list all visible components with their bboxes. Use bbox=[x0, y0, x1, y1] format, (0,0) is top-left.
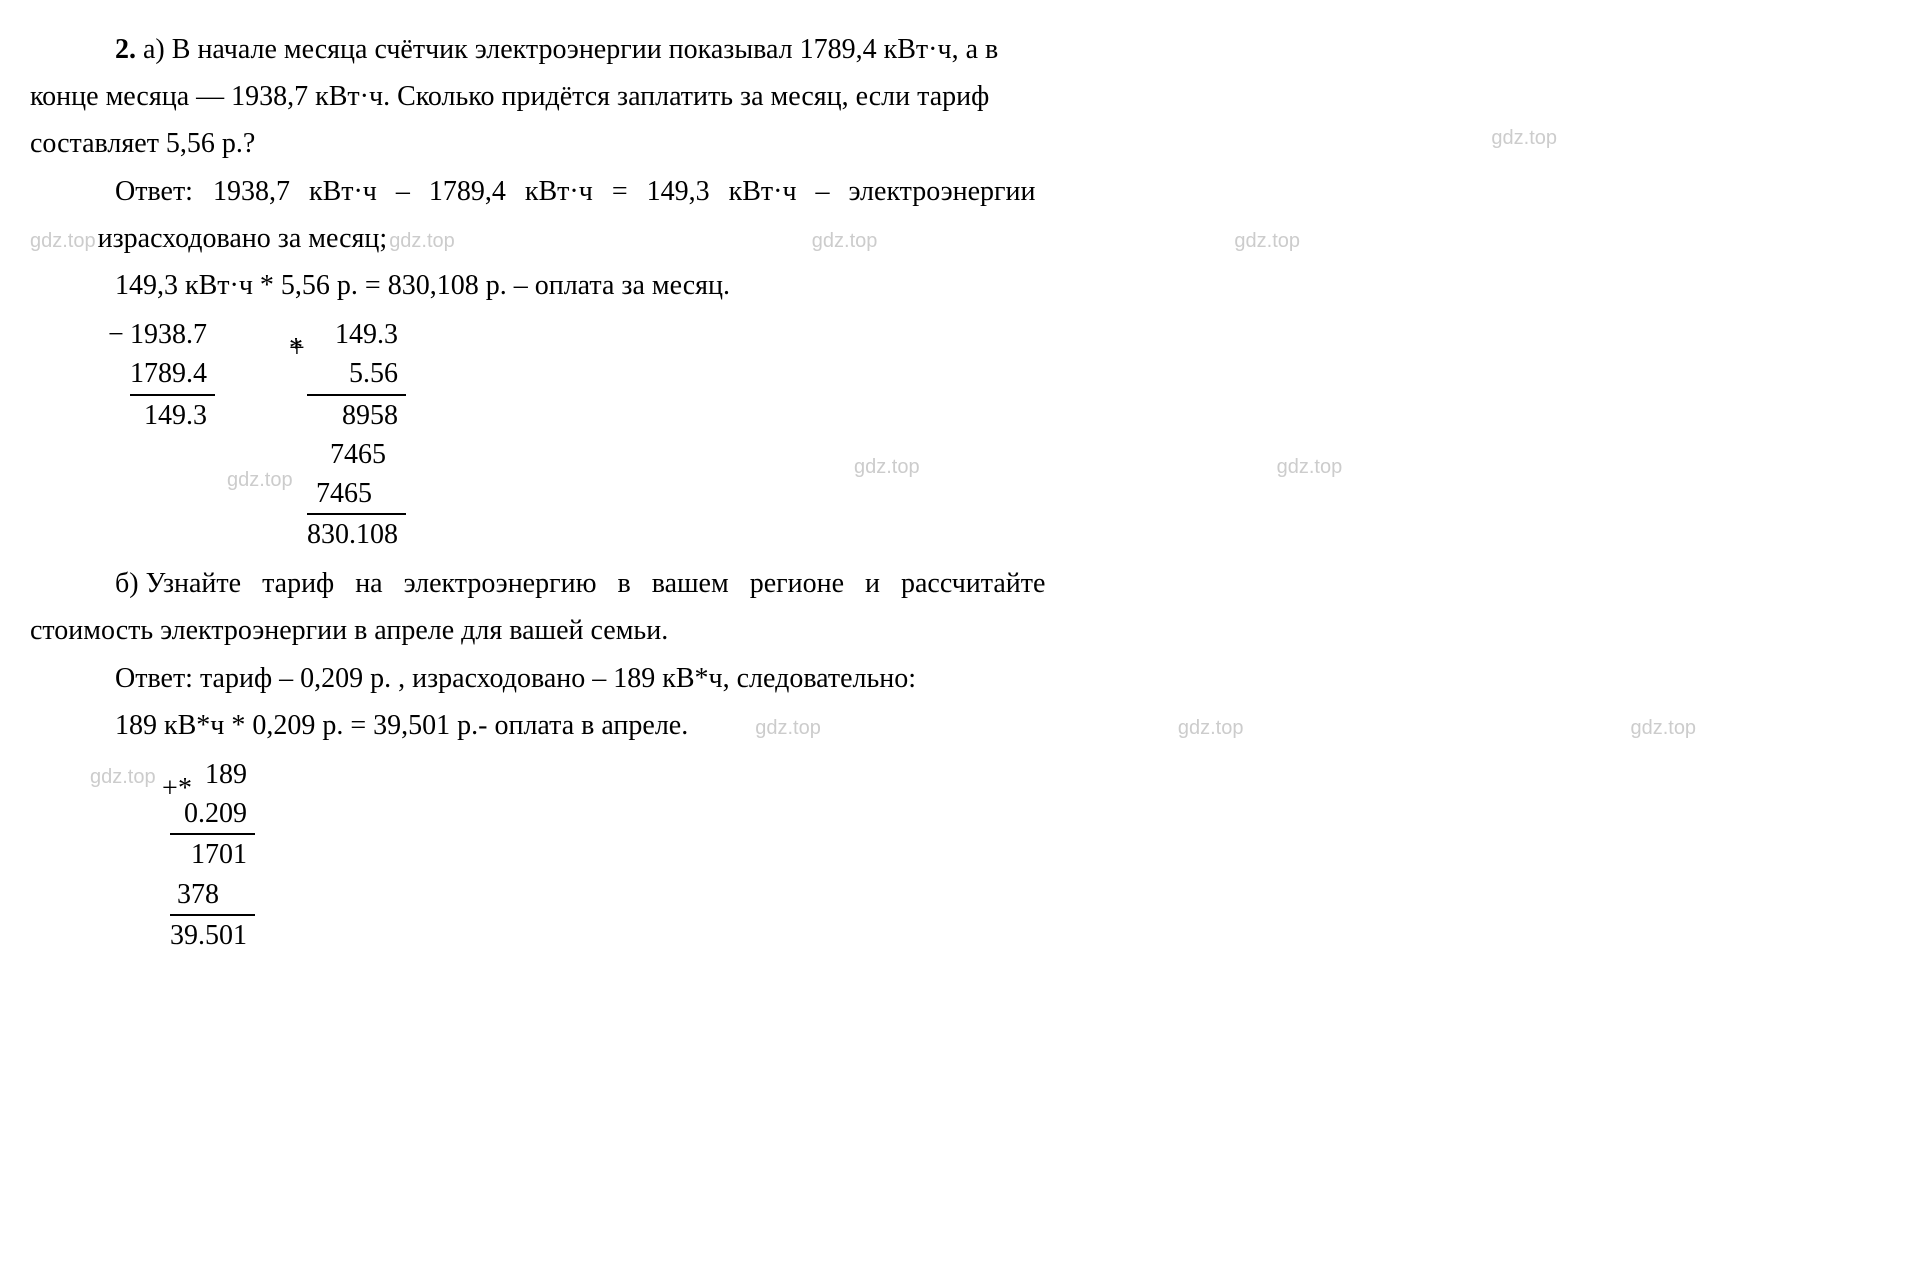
watermark: gdz.top bbox=[1277, 456, 1343, 478]
watermark: gdz.top bbox=[1491, 124, 1557, 152]
problem-text-line1: 2. а) В начале месяца счётчик электроэне… bbox=[30, 30, 1857, 69]
problem-number: 2. bbox=[115, 34, 136, 65]
calc-m2-line2: 0.209 bbox=[184, 794, 247, 833]
watermark: gdz.top bbox=[30, 230, 96, 252]
calc-m2-line4: 378 bbox=[177, 875, 219, 914]
watermark: gdz.top bbox=[812, 230, 878, 252]
watermark: gdz.top bbox=[1630, 717, 1696, 739]
mult-sign: * bbox=[178, 769, 192, 808]
calc-m1-line5: 7465 bbox=[316, 474, 372, 513]
calc-m2-result: 39.501 bbox=[170, 916, 247, 955]
answer-b-line1: Ответ: тариф – 0,209 р. , израсходовано … bbox=[30, 659, 1857, 698]
calc-m1-line2: 5.56 bbox=[349, 354, 398, 393]
watermark: gdz.top bbox=[755, 717, 821, 739]
answer-a-line1: Ответ: 1938,7 кВт·ч – 1789,4 кВт·ч = 149… bbox=[30, 172, 1857, 211]
watermark: gdz.top bbox=[1234, 230, 1300, 252]
minus-sign: − bbox=[108, 315, 124, 354]
plus-sign: + bbox=[162, 769, 178, 808]
calc-m1-line3: 8958 bbox=[342, 396, 398, 435]
calc-m1-result: 830.108 bbox=[307, 515, 398, 554]
calc-m1-line4: 7465 bbox=[330, 435, 386, 474]
watermark: gdz.top bbox=[1178, 717, 1244, 739]
watermark: gdz.top bbox=[389, 230, 455, 252]
part-b-label: б) bbox=[115, 568, 139, 599]
calc-m2-line1: 189 bbox=[205, 755, 247, 794]
problem-text-line2: конце месяца — 1938,7 кВт·ч. Сколько при… bbox=[30, 77, 1857, 116]
answer-a-text: 1938,7 кВт·ч – 1789,4 кВт·ч = 149,3 кВт·… bbox=[193, 172, 1857, 211]
answer-b-line2: 189 кВ*ч * 0,209 р. = 39,501 р.- оплата … bbox=[30, 706, 1857, 745]
answer-a-line3: 149,3 кВт·ч * 5,56 р. = 830,108 р. – опл… bbox=[30, 266, 1857, 305]
answer-a-line2: gdz.topизрасходовано за месяц;gdz.top gd… bbox=[30, 219, 1857, 258]
answer-label: Ответ: bbox=[115, 176, 193, 207]
calc-m1-line1: 149.3 bbox=[335, 315, 398, 354]
calculation-block-1: −1938.7 1789.4 149.3 *149.3 5.56 +8958 7… bbox=[30, 315, 1857, 554]
calc-sub-line1: 1938.7 bbox=[130, 315, 207, 354]
text-a-1: В начале месяца счётчик электроэнергии п… bbox=[172, 34, 998, 65]
calc-sub-result: 149.3 bbox=[144, 396, 207, 435]
plus-sign: + bbox=[289, 329, 305, 368]
watermark: gdz.top bbox=[227, 466, 293, 494]
calc-m2-line3: 1701 bbox=[191, 835, 247, 874]
problem-text-line3: составляет 5,56 р.? gdz.top bbox=[30, 124, 1857, 163]
part-b-line1: б) Узнайте тариф на электроэнергию в ваш… bbox=[30, 564, 1857, 603]
text-b-1: Узнайте тариф на электроэнергию в вашем … bbox=[146, 568, 1046, 599]
part-a-label: а) bbox=[143, 34, 165, 65]
calc-sub-line2: 1789.4 bbox=[130, 354, 207, 393]
watermark: gdz.top bbox=[854, 456, 920, 478]
watermark: gdz.top bbox=[90, 763, 156, 791]
part-b-line2: стоимость электроэнергии в апреле для ва… bbox=[30, 611, 1857, 650]
calculation-block-2: gdz.top * 189 0.209 +1701 378 39.501 bbox=[30, 755, 1857, 955]
